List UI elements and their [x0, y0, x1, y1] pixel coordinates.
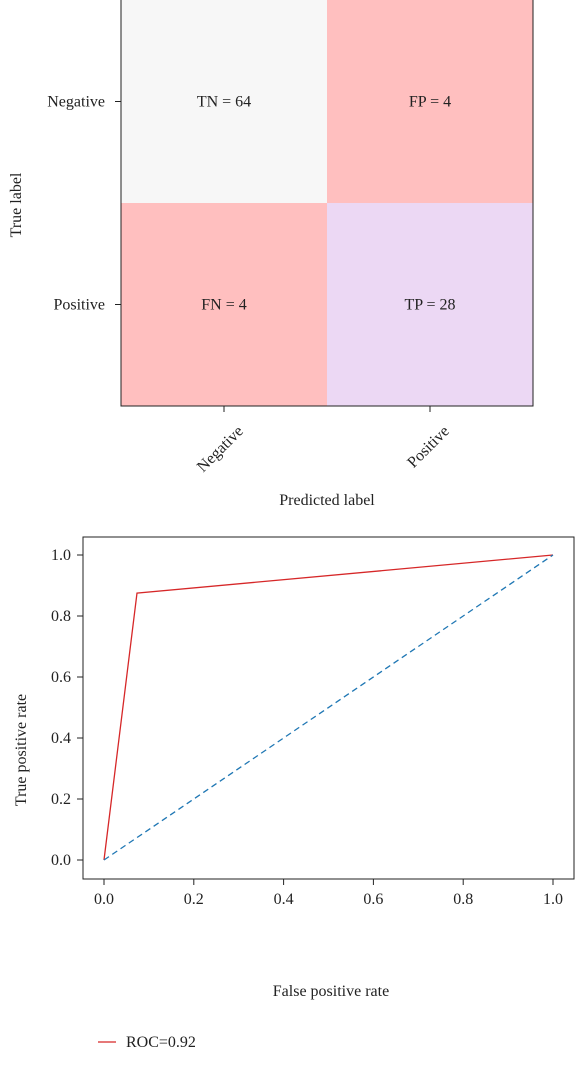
cm-cell-label: TP = 28 — [404, 297, 455, 314]
cm-cell — [121, 203, 327, 406]
legend-label-roc: ROC=0.92 — [126, 1034, 196, 1051]
cm-cell-label: FN = 4 — [201, 297, 246, 314]
cm-frame — [120, 0, 534, 407]
roc-x-tick-label: 1.0 — [543, 891, 563, 908]
roc-plot-frame — [82, 536, 575, 880]
roc-x-tick-label: 0.6 — [363, 891, 383, 908]
roc-x-tick-label: 0.8 — [453, 891, 473, 908]
cm-x-tick-label: Positive — [404, 423, 452, 471]
roc-chart: 0.0 0.2 0.4 0.6 0.8 1.0 0.0 0.2 0.4 0.6 0.8 1.0 — [51, 536, 575, 908]
roc-y-tick-label: 0.0 — [51, 852, 71, 869]
roc-y-tick-label: 0.8 — [51, 608, 71, 625]
roc-x-tick-label: 0.0 — [94, 891, 114, 908]
roc-y-tick-label: 0.4 — [51, 730, 71, 747]
roc-y-axis-label: True positive rate — [13, 694, 30, 806]
cm-y-axis-label: True label — [8, 172, 25, 237]
roc-x-tick-label: 0.2 — [184, 891, 204, 908]
cm-cell — [327, 203, 533, 406]
cm-cell-label: FP = 4 — [409, 94, 451, 111]
roc-y-tick-label: 1.0 — [51, 547, 71, 564]
cm-y-tick-label: Negative — [47, 94, 105, 111]
cm-x-tick-label: Negative — [194, 423, 247, 476]
chance-line — [103, 554, 554, 861]
cm-x-axis-label: Predicted label — [279, 492, 375, 509]
roc-x-tick-label: 0.4 — [274, 891, 294, 908]
roc-curve — [103, 554, 554, 861]
cm-cell-label: TN = 64 — [197, 94, 251, 111]
cm-y-tick-label: Positive — [53, 297, 105, 314]
roc-y-tick-label: 0.6 — [51, 669, 71, 686]
cm-cell — [327, 0, 533, 203]
roc-y-tick-label: 0.2 — [51, 791, 71, 808]
confusion-matrix: TN = 64 FP = 4 FN = 4 TP = 28 Negative Positi… — [47, 0, 534, 476]
roc-x-axis-label: False positive rate — [273, 983, 389, 1000]
cm-cell — [121, 0, 327, 203]
legend: ROC=0.92 — [98, 1034, 196, 1051]
